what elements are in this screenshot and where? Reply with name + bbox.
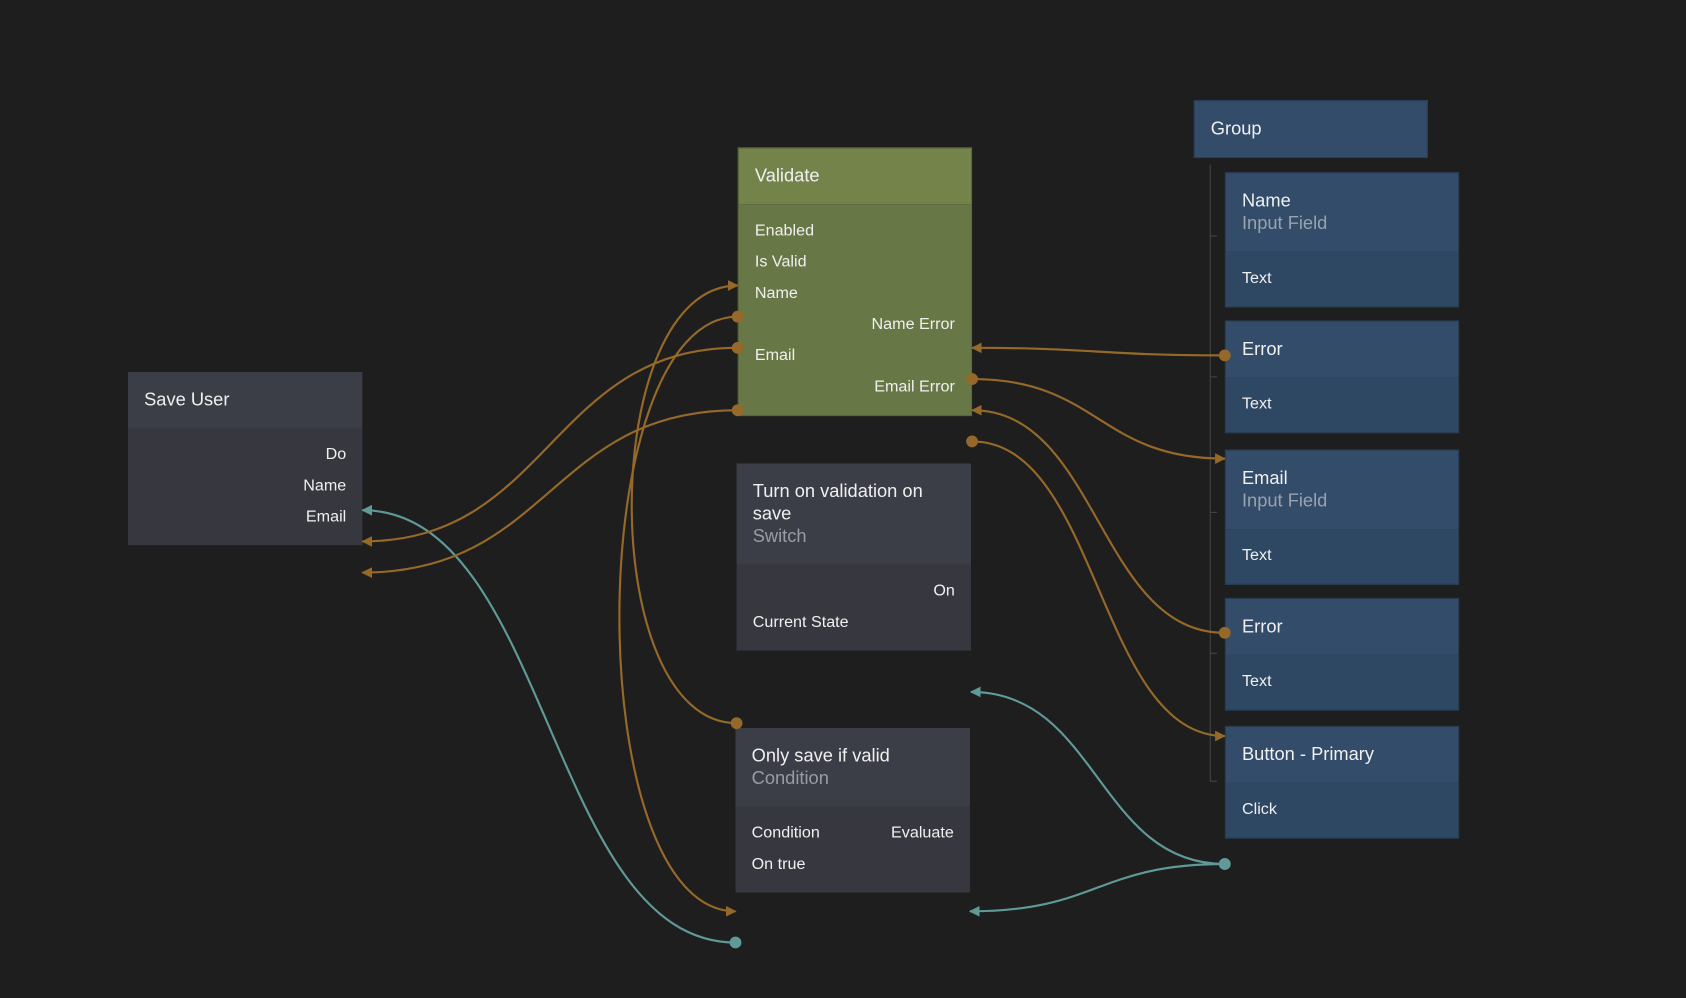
- port-condition-label: Condition: [751, 823, 820, 842]
- connection-wire[interactable]: [630, 280, 739, 725]
- node-save-user[interactable]: Save User Do Name Email: [127, 372, 363, 546]
- port-on-true[interactable]: On true: [751, 854, 806, 874]
- node-validate[interactable]: Validate Enabled Is Valid Name Name Erro…: [737, 147, 973, 417]
- node-email-error[interactable]: Error Text: [1224, 597, 1460, 711]
- group-hierarchy-line: [1209, 164, 1211, 782]
- node-type: Input Field: [1241, 490, 1328, 511]
- node-title: Name: [1241, 190, 1291, 211]
- port-text[interactable]: Text: [1241, 394, 1272, 413]
- node-title: Turn on validation on save: [752, 480, 923, 524]
- node-title: Button - Primary: [1225, 726, 1459, 783]
- port-name-error[interactable]: Name Error: [871, 315, 955, 334]
- port-dot[interactable]: [1218, 858, 1231, 870]
- port-dot[interactable]: [1218, 858, 1231, 870]
- node-email-input-field[interactable]: Email Input Field Text: [1224, 449, 1460, 585]
- node-title: Group: [1194, 101, 1427, 157]
- hierarchy-tick: [1209, 376, 1218, 378]
- connection-wire[interactable]: [970, 404, 1225, 634]
- port-email[interactable]: Email: [305, 507, 347, 526]
- port-on[interactable]: On: [933, 581, 955, 601]
- port-evaluate[interactable]: Evaluate: [891, 823, 954, 842]
- port-email[interactable]: Email: [754, 346, 796, 365]
- hierarchy-tick: [1209, 511, 1218, 513]
- node-group[interactable]: Group: [1193, 100, 1428, 159]
- node-title: Error: [1225, 598, 1459, 655]
- hierarchy-tick: [1209, 652, 1218, 654]
- node-title: Error: [1225, 321, 1459, 378]
- hierarchy-tick: [1209, 780, 1218, 782]
- port-name[interactable]: Name: [303, 476, 347, 495]
- node-title: Save User: [127, 372, 363, 428]
- connection-wire[interactable]: [618, 315, 738, 917]
- node-type: Input Field: [1241, 212, 1328, 234]
- port-is-valid[interactable]: Is Valid: [754, 252, 807, 271]
- connection-wire[interactable]: [972, 377, 1226, 464]
- node-button-primary[interactable]: Button - Primary Click: [1224, 725, 1460, 839]
- port-email-error[interactable]: Email Error: [874, 377, 955, 396]
- node-switch[interactable]: Turn on validation on save Switch On Cur…: [736, 463, 971, 651]
- port-text[interactable]: Text: [1241, 672, 1272, 691]
- port-enabled[interactable]: Enabled: [754, 221, 815, 240]
- port-click[interactable]: Click: [1241, 800, 1277, 819]
- port-current-state[interactable]: Current State: [752, 612, 849, 632]
- connection-wire[interactable]: [361, 346, 738, 547]
- port-dot[interactable]: [966, 435, 978, 448]
- port-text[interactable]: Text: [1241, 268, 1272, 288]
- node-title: Email: [1241, 467, 1288, 489]
- node-name-input-field[interactable]: Name Input Field Text: [1224, 172, 1460, 308]
- node-title: Validate: [738, 148, 971, 205]
- connection-wire[interactable]: [968, 862, 1225, 917]
- connection-wire[interactable]: [361, 504, 736, 944]
- connection-wire[interactable]: [361, 409, 738, 578]
- node-type: Switch: [752, 525, 807, 547]
- port-name[interactable]: Name: [754, 283, 798, 303]
- node-condition[interactable]: Only save if valid Condition Condition E…: [735, 727, 970, 893]
- port-dot[interactable]: [729, 936, 742, 949]
- node-name-error[interactable]: Error Text: [1224, 320, 1460, 434]
- port-condition[interactable]: Condition Evaluate: [736, 817, 970, 848]
- port-text[interactable]: Text: [1241, 546, 1272, 565]
- hierarchy-tick: [1209, 235, 1218, 237]
- port-do[interactable]: Do: [325, 445, 347, 464]
- connection-wire[interactable]: [972, 440, 1226, 742]
- connection-wire[interactable]: [969, 686, 1225, 866]
- connection-wire[interactable]: [970, 342, 1225, 357]
- node-type: Condition: [751, 767, 829, 789]
- node-title: Only save if valid: [751, 745, 890, 766]
